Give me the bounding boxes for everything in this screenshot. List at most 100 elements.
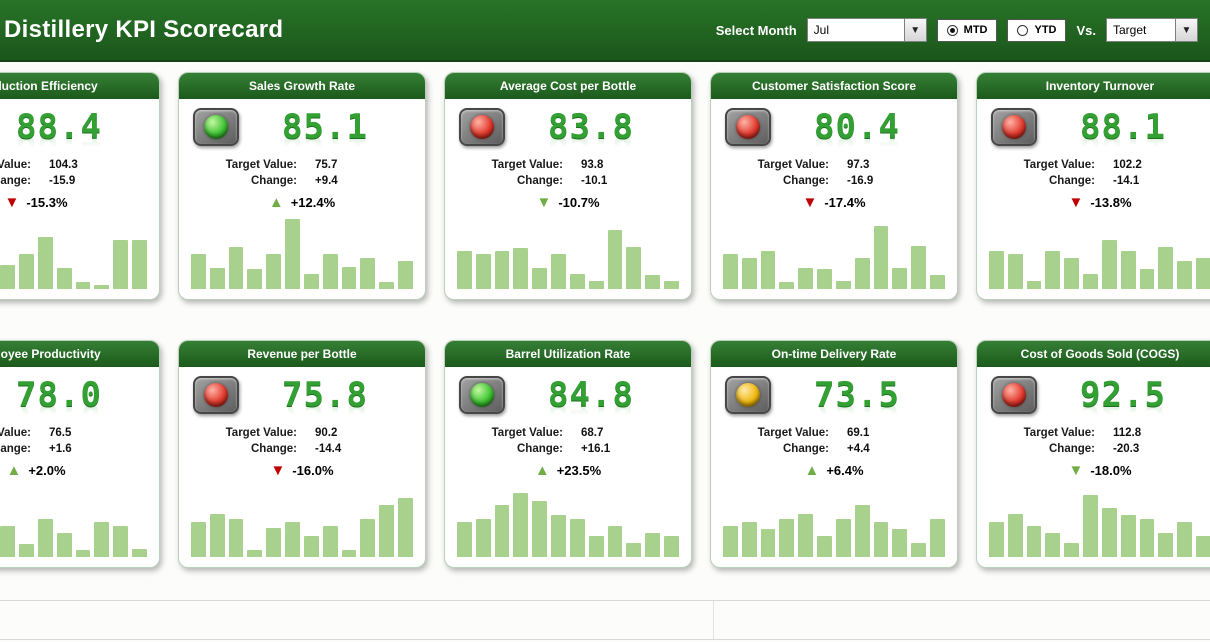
traffic-light-bulb: [204, 383, 228, 407]
change-value: -14.4: [315, 443, 342, 455]
header: Distillery KPI Scorecard Select Month Ju…: [0, 0, 1210, 62]
target-value: 68.7: [581, 427, 604, 439]
chevron-down-icon[interactable]: ▼: [1175, 19, 1197, 41]
kpi-card-average-cost-per-bottle: Average Cost per Bottle 83.8 Target Valu…: [444, 72, 692, 300]
target-value-label: Target Value:: [491, 427, 563, 439]
kpi-value: 84.8: [548, 375, 634, 415]
kpi-value: 85.1: [282, 107, 368, 147]
change-label: Change:: [1049, 443, 1095, 455]
kpi-value: 75.8: [282, 375, 368, 415]
target-value: 90.2: [315, 427, 338, 439]
vs-dropdown[interactable]: Target ▼: [1106, 18, 1198, 42]
traffic-light-bulb: [1002, 383, 1026, 407]
traffic-light-icon: [725, 108, 771, 146]
change-label: Change:: [0, 443, 31, 455]
target-value-label: Target Value:: [1023, 427, 1095, 439]
trend-percent: +12.4%: [290, 194, 336, 210]
kpi-row-1: Production Efficiency 88.4 Target Value:…: [0, 72, 1210, 300]
trend-arrow-icon: ▼: [802, 193, 818, 211]
traffic-light-icon: [459, 108, 505, 146]
kpi-card-title: Cost of Goods Sold (COGS): [977, 341, 1210, 367]
traffic-light-bulb: [470, 115, 494, 139]
target-value-label: Target Value:: [225, 159, 297, 171]
target-value: 112.8: [1113, 427, 1142, 439]
traffic-light-bulb: [736, 115, 760, 139]
traffic-light-icon: [459, 376, 505, 414]
kpi-card-barrel-utilization-rate: Barrel Utilization Rate 84.8 Target Valu…: [444, 340, 692, 568]
change-value: +9.4: [315, 175, 338, 187]
kpi-card-revenue-per-bottle: Revenue per Bottle 75.8 Target Value: 90…: [178, 340, 426, 568]
kpi-value: 78.0: [16, 375, 102, 415]
kpi-card-title: Employee Productivity: [0, 341, 159, 367]
change-value: -20.3: [1113, 443, 1140, 455]
trend-arrow-icon: ▼: [1068, 461, 1084, 479]
traffic-light-icon: [725, 376, 771, 414]
kpi-value: 80.4: [814, 107, 900, 147]
trend-percent: +23.5%: [556, 462, 602, 478]
traffic-light-icon: [991, 376, 1037, 414]
change-label: Change:: [517, 175, 563, 187]
trend-percent: -15.3%: [26, 194, 68, 210]
target-value: 69.1: [847, 427, 870, 439]
target-value-label: Target Value:: [0, 427, 31, 439]
kpi-value: 73.5: [814, 375, 900, 415]
change-value: -14.1: [1113, 175, 1140, 187]
change-label: Change:: [251, 175, 297, 187]
sparkline-bars: [711, 215, 957, 299]
sparkline-bars: [0, 483, 159, 567]
target-value-label: Target Value:: [0, 159, 31, 171]
sparkline-bars: [179, 483, 425, 567]
trend-arrow-icon: ▲: [268, 193, 284, 211]
kpi-card-title: Average Cost per Bottle: [445, 73, 691, 99]
month-dropdown[interactable]: Jul ▼: [806, 18, 927, 42]
page-title: Distillery KPI Scorecard: [4, 16, 284, 43]
traffic-light-bulb: [204, 115, 228, 139]
header-controls: Select Month Jul ▼ MTD YTD Vs. Target ▼: [716, 18, 1198, 42]
kpi-card-title: Revenue per Bottle: [179, 341, 425, 367]
sparkline-bars: [977, 483, 1210, 567]
change-value: +1.6: [49, 443, 72, 455]
worksheet-gridline-vertical: [713, 601, 714, 639]
kpi-value: 88.1: [1080, 107, 1166, 147]
trend-arrow-icon: ▼: [1068, 193, 1084, 211]
radio-selected-icon[interactable]: [946, 24, 958, 36]
trend-percent: -17.4%: [824, 194, 866, 210]
target-value-label: Target Value:: [757, 427, 829, 439]
target-value: 104.3: [49, 159, 78, 171]
kpi-card-title: Barrel Utilization Rate: [445, 341, 691, 367]
mtd-label: MTD: [963, 24, 988, 36]
kpi-card-employee-productivity: Employee Productivity 78.0 Target Value:…: [0, 340, 160, 568]
change-label: Change:: [0, 175, 31, 187]
ytd-radio-option[interactable]: YTD: [1007, 18, 1067, 42]
vs-dropdown-value[interactable]: Target: [1113, 23, 1147, 37]
traffic-light-bulb: [736, 383, 760, 407]
trend-arrow-icon: ▲: [804, 461, 820, 479]
kpi-value: 92.5: [1080, 375, 1166, 415]
kpi-card-title: On-time Delivery Rate: [711, 341, 957, 367]
kpi-value: 88.4: [16, 107, 102, 147]
traffic-light-icon: [193, 376, 239, 414]
kpi-card-inventory-turnover: Inventory Turnover 88.1 Target Value: 10…: [976, 72, 1210, 300]
month-dropdown-value[interactable]: Jul: [813, 23, 829, 37]
trend-percent: -18.0%: [1090, 462, 1132, 478]
change-label: Change:: [251, 443, 297, 455]
traffic-light-bulb: [1002, 115, 1026, 139]
kpi-board: Production Efficiency 88.4 Target Value:…: [0, 62, 1210, 568]
change-label: Change:: [1049, 175, 1095, 187]
trend-percent: -13.8%: [1090, 194, 1132, 210]
change-label: Change:: [517, 443, 563, 455]
mtd-radio-option[interactable]: MTD: [936, 18, 998, 42]
radio-unselected-icon[interactable]: [1017, 24, 1029, 36]
trend-arrow-icon: ▼: [536, 193, 552, 211]
target-value: 102.2: [1113, 159, 1142, 171]
trend-arrow-icon: ▲: [6, 461, 22, 479]
traffic-light-bulb: [470, 383, 494, 407]
trend-arrow-icon: ▲: [534, 461, 550, 479]
kpi-card-sales-growth-rate: Sales Growth Rate 85.1 Target Value: 75.…: [178, 72, 426, 300]
kpi-card-title: Inventory Turnover: [977, 73, 1210, 99]
chevron-down-icon[interactable]: ▼: [903, 19, 926, 41]
traffic-light-icon: [991, 108, 1037, 146]
change-label: Change:: [783, 443, 829, 455]
ytd-label: YTD: [1034, 24, 1057, 36]
traffic-light-icon: [193, 108, 239, 146]
